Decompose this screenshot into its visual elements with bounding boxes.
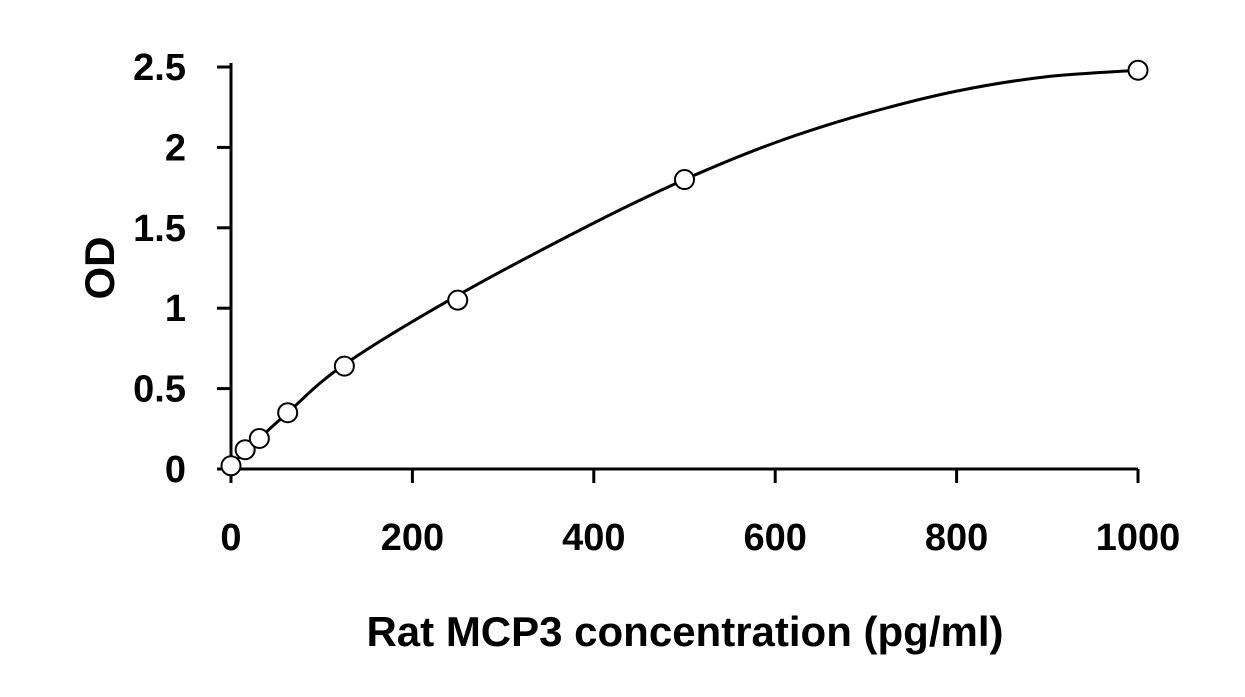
- x-tick-label: 0: [220, 517, 241, 559]
- data-point: [674, 169, 695, 191]
- data-point: [248, 427, 270, 449]
- y-tick-label: 2: [165, 127, 186, 169]
- data-point: [277, 402, 299, 424]
- x-tick-label: 600: [743, 517, 806, 559]
- data-point: [333, 355, 355, 377]
- x-ticks: 0 200 400 600 800 1000: [220, 469, 1180, 559]
- y-ticks: 0 0.5 1 1.5 2 2.5: [133, 47, 231, 491]
- fit-curve: [229, 68, 1139, 467]
- data-points: [220, 59, 1149, 477]
- x-tick-label: 200: [381, 517, 444, 559]
- y-tick-label: 1: [165, 288, 186, 330]
- x-axis-title: Rat MCP3 concentration (pg/ml): [366, 608, 1003, 655]
- y-tick-label: 2.5: [133, 47, 186, 89]
- y-tick-label: 0: [165, 449, 186, 491]
- data-point: [220, 455, 242, 477]
- x-tick-label: 800: [925, 517, 988, 559]
- data-point: [1127, 59, 1149, 81]
- y-tick-label: 1.5: [133, 208, 186, 250]
- x-tick-label: 400: [562, 517, 625, 559]
- x-tick-label: 1000: [1096, 517, 1181, 559]
- y-tick-label: 0.5: [133, 369, 186, 411]
- data-point: [234, 439, 256, 461]
- axes: [229, 63, 1138, 471]
- y-axis-title: OD: [76, 237, 123, 300]
- data-point: [447, 289, 469, 311]
